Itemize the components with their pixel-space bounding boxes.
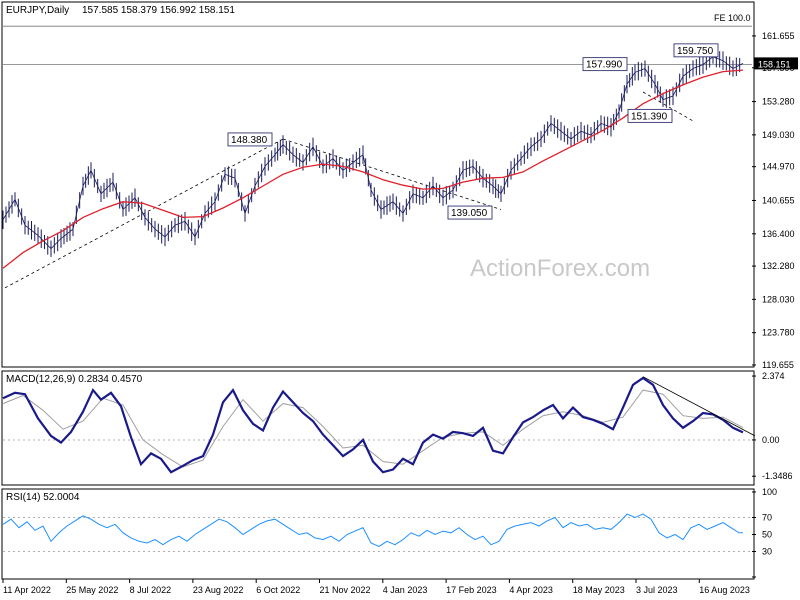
rsi-panel-frame <box>1 488 755 580</box>
macd-title: MACD(12,26,9) 0.2834 0.4570 <box>6 374 143 385</box>
price-ytick-label: 123.780 <box>762 328 795 338</box>
x-tick-label: 16 Aug 2023 <box>699 585 750 595</box>
x-tick-label: 6 Oct 2022 <box>256 585 300 595</box>
x-tick-label: 17 Feb 2023 <box>446 585 497 595</box>
price-ytick-label: 128.030 <box>762 294 795 304</box>
watermark: ActionForex.com <box>470 255 650 282</box>
price-dashed-trendline <box>282 138 502 210</box>
price-dashed-trendline <box>642 91 694 122</box>
price-label: 157.990 <box>586 60 623 71</box>
price-ytick-label: 132.280 <box>762 261 795 271</box>
rsi-ytick-label: 50 <box>762 530 772 540</box>
x-tick-label: 11 Apr 2022 <box>3 585 51 595</box>
x-tick-label: 3 Jul 2023 <box>636 585 678 595</box>
price-label-box <box>582 57 628 72</box>
ohlc-header: 157.585 158.379 156.992 158.151 <box>82 5 235 16</box>
price-label-box <box>227 132 273 147</box>
x-tick-label: 4 Apr 2023 <box>509 585 553 595</box>
rsi-line <box>2 513 743 547</box>
price-dashed-trendline <box>4 138 284 289</box>
x-tick-label: 18 May 2023 <box>573 585 625 595</box>
price-label-box <box>447 205 493 220</box>
price-title: EURJPY,Daily <box>6 5 69 16</box>
price-label: 148.380 <box>231 135 268 146</box>
macd-line <box>2 376 744 474</box>
price-ytick-label: 153.280 <box>762 97 795 107</box>
price-label-box <box>627 108 673 123</box>
x-tick-label: 4 Jan 2023 <box>383 585 428 595</box>
macd-signal-line <box>2 389 744 468</box>
rsi-ytick-label: 30 <box>762 547 772 557</box>
price-close-series <box>2 56 744 250</box>
x-tick-label: 8 Jul 2022 <box>130 585 172 595</box>
price-label-box <box>673 43 719 58</box>
moving-average-line <box>2 69 744 269</box>
current-price-value: 158.151 <box>758 59 791 69</box>
current-price-tag <box>754 57 798 70</box>
x-tick-label: 21 Nov 2022 <box>320 585 371 595</box>
macd-ytick-label: 2.374 <box>762 371 785 381</box>
macd-ytick-label: 0.00 <box>762 435 780 445</box>
price-ytick-label: 140.655 <box>762 195 795 205</box>
rsi-ytick-label: 70 <box>762 513 772 523</box>
rsi-ytick-label: 100 <box>762 487 777 497</box>
price-ytick-label: 149.030 <box>762 130 795 140</box>
x-tick-label: 23 Aug 2022 <box>193 585 244 595</box>
macd-trendline <box>642 376 756 437</box>
price-label: 159.750 <box>677 46 714 57</box>
price-ytick-label: 161.655 <box>762 31 795 41</box>
price-ytick-label: 136.400 <box>762 229 795 239</box>
rsi-title: RSI(14) 52.0004 <box>6 492 80 503</box>
price-ytick-label: 119.655 <box>762 360 794 370</box>
price-label: 139.050 <box>451 208 488 219</box>
x-tick-label: 25 May 2022 <box>66 585 118 595</box>
price-ytick-label: 144.970 <box>762 162 795 172</box>
macd-ytick-label: -1.3486 <box>762 471 793 481</box>
fe-label: FE 100.0 <box>714 13 751 23</box>
price-label: 151.390 <box>631 111 668 122</box>
price-panel-frame <box>1 1 755 368</box>
